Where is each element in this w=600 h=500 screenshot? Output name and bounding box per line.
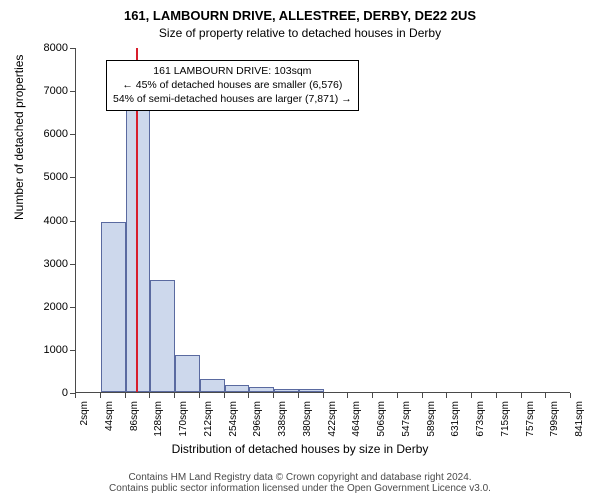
x-tick-label: 547sqm: [401, 401, 412, 437]
x-tick-mark: [446, 393, 447, 398]
chart-footer: Contains HM Land Registry data © Crown c…: [0, 472, 600, 494]
histogram-bar: [175, 355, 200, 392]
property-size-chart: 161, LAMBOURN DRIVE, ALLESTREE, DERBY, D…: [0, 0, 600, 500]
chart-title-sub: Size of property relative to detached ho…: [0, 26, 600, 40]
plot-area: 161 LAMBOURN DRIVE: 103sqm ← 45% of deta…: [75, 48, 570, 393]
x-tick-label: 799sqm: [549, 401, 560, 437]
x-tick-mark: [347, 393, 348, 398]
x-tick-mark: [248, 393, 249, 398]
x-tick-label: 2sqm: [79, 401, 90, 425]
x-tick-label: 631sqm: [450, 401, 461, 437]
x-tick-mark: [521, 393, 522, 398]
y-tick-label: 6000: [0, 128, 68, 140]
x-tick-label: 757sqm: [525, 401, 536, 437]
histogram-bar: [299, 389, 324, 392]
x-tick-mark: [545, 393, 546, 398]
histogram-bar: [249, 387, 274, 392]
y-tick-label: 5000: [0, 171, 68, 183]
x-tick-mark: [422, 393, 423, 398]
x-tick-label: 338sqm: [277, 401, 288, 437]
histogram-bar: [126, 101, 151, 392]
x-tick-mark: [496, 393, 497, 398]
x-tick-mark: [273, 393, 274, 398]
x-tick-mark: [397, 393, 398, 398]
annotation-line1: 161 LAMBOURN DRIVE: 103sqm: [113, 64, 352, 78]
x-tick-mark: [372, 393, 373, 398]
x-tick-mark: [149, 393, 150, 398]
chart-title-main: 161, LAMBOURN DRIVE, ALLESTREE, DERBY, D…: [0, 8, 600, 23]
x-tick-label: 506sqm: [376, 401, 387, 437]
y-tick-label: 4000: [0, 215, 68, 227]
x-tick-mark: [471, 393, 472, 398]
annotation-line3: 54% of semi-detached houses are larger (…: [113, 92, 352, 106]
x-tick-label: 170sqm: [178, 401, 189, 437]
y-tick-label: 3000: [0, 258, 68, 270]
x-tick-mark: [100, 393, 101, 398]
x-tick-label: 673sqm: [475, 401, 486, 437]
x-tick-label: 128sqm: [153, 401, 164, 437]
x-tick-label: 44sqm: [104, 401, 115, 431]
x-tick-label: 589sqm: [426, 401, 437, 437]
x-tick-mark: [199, 393, 200, 398]
x-tick-mark: [174, 393, 175, 398]
x-tick-label: 422sqm: [327, 401, 338, 437]
histogram-bar: [200, 379, 225, 392]
y-tick-label: 0: [0, 387, 68, 399]
y-tick-label: 8000: [0, 42, 68, 54]
x-tick-mark: [323, 393, 324, 398]
x-tick-label: 841sqm: [574, 401, 585, 437]
histogram-bar: [225, 385, 250, 392]
x-axis-label: Distribution of detached houses by size …: [0, 442, 600, 456]
histogram-bar: [150, 280, 175, 392]
x-tick-mark: [125, 393, 126, 398]
x-tick-label: 86sqm: [129, 401, 140, 431]
annotation-line2: ← 45% of detached houses are smaller (6,…: [113, 78, 352, 92]
y-tick-label: 1000: [0, 344, 68, 356]
x-tick-mark: [224, 393, 225, 398]
x-tick-label: 380sqm: [302, 401, 313, 437]
y-tick-label: 7000: [0, 85, 68, 97]
x-tick-label: 715sqm: [500, 401, 511, 437]
histogram-bar: [274, 389, 299, 392]
y-tick-label: 2000: [0, 301, 68, 313]
x-tick-label: 464sqm: [351, 401, 362, 437]
x-tick-mark: [75, 393, 76, 398]
x-tick-label: 296sqm: [252, 401, 263, 437]
x-tick-mark: [298, 393, 299, 398]
x-tick-label: 254sqm: [228, 401, 239, 437]
histogram-bar: [101, 222, 126, 392]
x-tick-label: 212sqm: [203, 401, 214, 437]
x-tick-mark: [570, 393, 571, 398]
footer-line2: Contains public sector information licen…: [0, 483, 600, 494]
footer-line1: Contains HM Land Registry data © Crown c…: [0, 472, 600, 483]
annotation-box: 161 LAMBOURN DRIVE: 103sqm ← 45% of deta…: [106, 60, 359, 111]
